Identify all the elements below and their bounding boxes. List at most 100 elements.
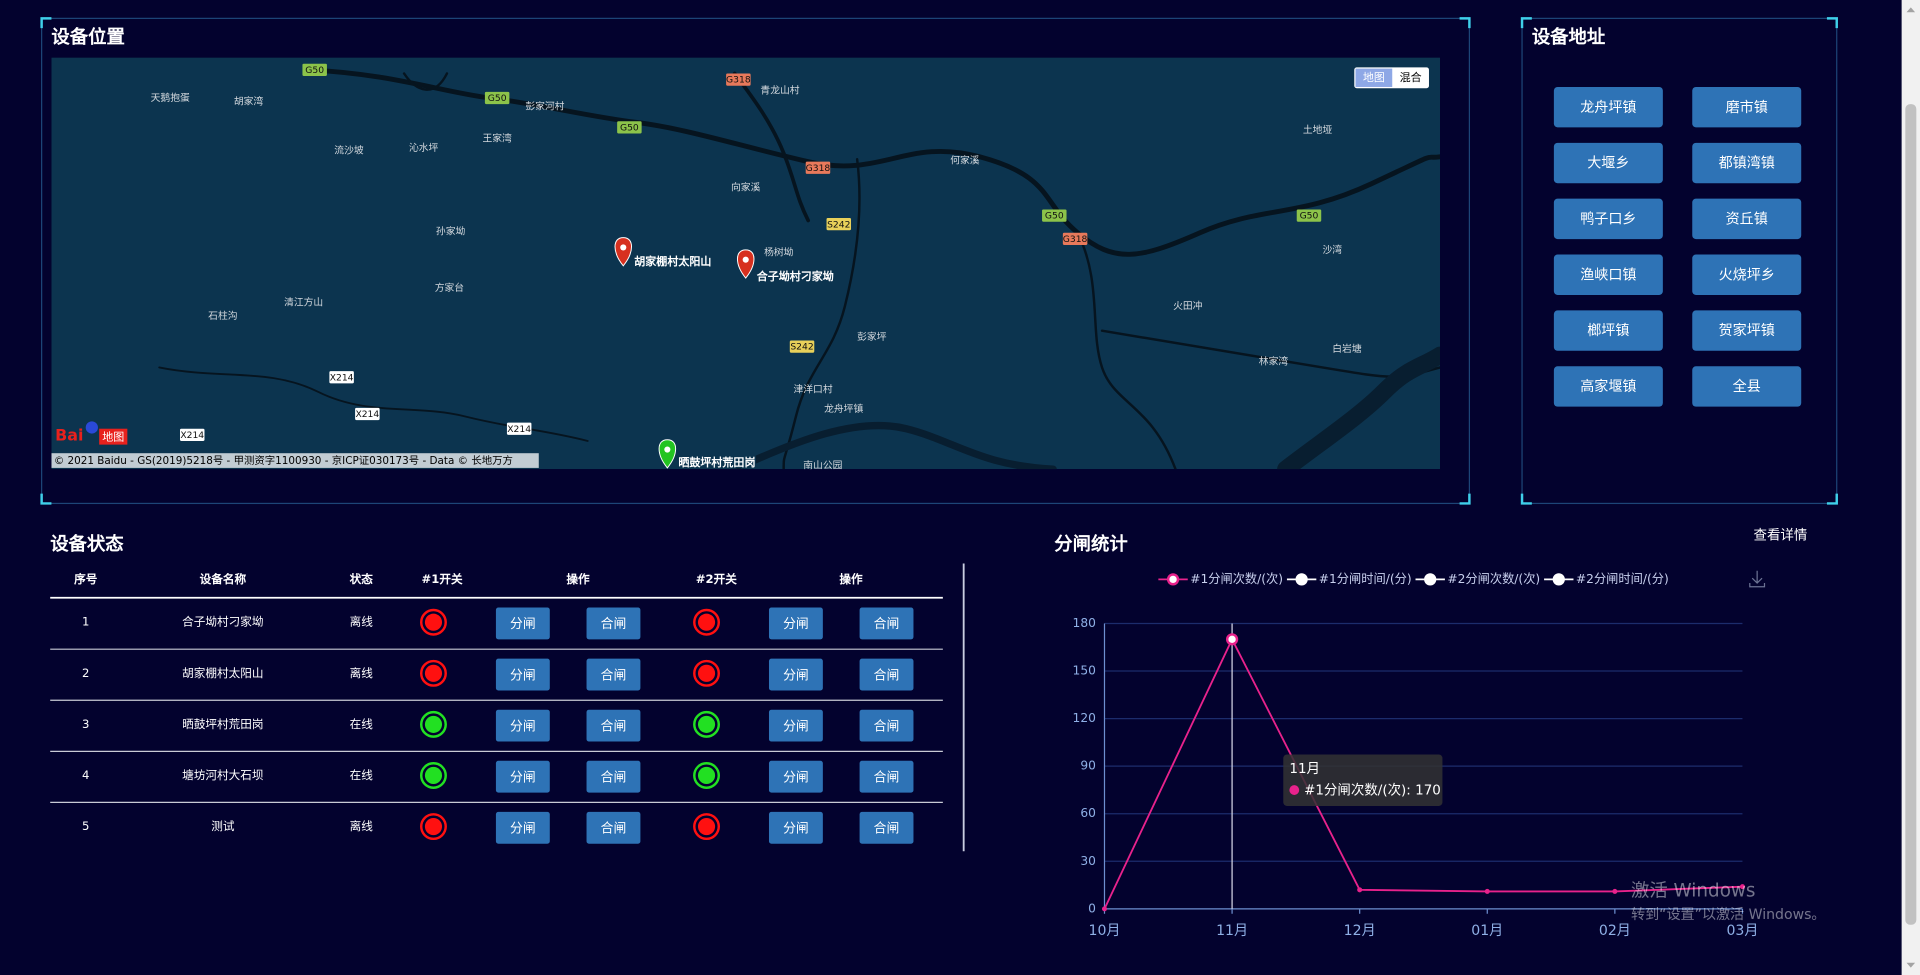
map-marker[interactable] [658, 439, 677, 469]
address-button-label[interactable]: 磨市镇 [1726, 99, 1768, 116]
switch-button-label[interactable]: 合闸 [874, 719, 900, 734]
scrollbar-thumb[interactable] [1905, 104, 1917, 925]
address-button-label[interactable]: 鸭子口乡 [1580, 211, 1636, 227]
switch-button-label[interactable]: 分闸 [783, 668, 809, 683]
switch-indicator [693, 710, 720, 738]
map-marker[interactable] [736, 249, 755, 279]
column-header: 序号 [74, 572, 98, 586]
series-point[interactable] [1739, 884, 1745, 890]
switch-button-label[interactable]: 合闸 [601, 770, 627, 785]
address-button[interactable] [1692, 86, 1802, 128]
series-point[interactable] [1484, 888, 1490, 894]
address-button[interactable] [1553, 310, 1663, 351]
address-button-label[interactable]: 榔坪镇 [1587, 323, 1629, 339]
switch-button-label[interactable]: 合闸 [874, 668, 900, 683]
switch-button-label[interactable]: 合闸 [601, 821, 627, 836]
switch-button[interactable] [495, 811, 550, 844]
switch-button-label[interactable]: 分闸 [783, 821, 809, 836]
switch-button[interactable] [495, 760, 550, 793]
road-shield-label: G50 [305, 65, 324, 76]
column-header: #2开关 [696, 572, 737, 586]
switch-button-label[interactable]: 分闸 [510, 821, 536, 836]
switch-button[interactable] [495, 607, 550, 640]
road-shield [506, 422, 532, 435]
legend-label[interactable]: #1分闸时间/(分) [1319, 572, 1412, 586]
address-button[interactable] [1692, 310, 1802, 351]
switch-button[interactable] [859, 607, 914, 640]
address-button[interactable] [1553, 142, 1663, 184]
address-button[interactable] [1692, 198, 1802, 240]
map-marker[interactable] [614, 237, 633, 267]
address-button-label[interactable]: 龙舟坪镇 [1580, 100, 1636, 116]
map-type-button[interactable]: 地图 [1363, 71, 1385, 84]
download-icon[interactable] [1749, 570, 1766, 588]
switch-button[interactable] [859, 760, 914, 793]
address-button-label[interactable]: 资丘镇 [1726, 211, 1768, 227]
switch-button-label[interactable]: 分闸 [510, 668, 536, 683]
switch-button-label[interactable]: 分闸 [783, 719, 809, 734]
watermark: 转到“设置”以激活 Windows。 [1631, 906, 1826, 923]
map-logo: Bai [55, 426, 83, 445]
detail-link[interactable]: 查看详情 [1753, 527, 1807, 543]
switch-button[interactable] [859, 658, 914, 691]
cell-status: 离线 [350, 615, 374, 629]
address-button-label[interactable]: 大堰乡 [1587, 156, 1629, 172]
switch-button[interactable] [859, 811, 914, 844]
address-button[interactable] [1692, 366, 1802, 407]
address-button-label[interactable]: 火烧坪乡 [1719, 267, 1775, 283]
switch-button[interactable] [586, 760, 641, 793]
address-button[interactable] [1553, 366, 1663, 407]
address-button[interactable] [1553, 198, 1663, 240]
switch-button[interactable] [586, 607, 641, 640]
address-button-label[interactable]: 都镇湾镇 [1719, 155, 1775, 172]
address-button-label[interactable]: 全县 [1733, 378, 1761, 395]
switch-button[interactable] [768, 811, 823, 844]
switch-button[interactable] [768, 760, 823, 793]
switch-button-label[interactable]: 分闸 [783, 770, 809, 785]
switch-button-label[interactable]: 分闸 [510, 770, 536, 785]
switch-button[interactable] [495, 709, 550, 742]
switch-button-label[interactable]: 合闸 [601, 617, 627, 632]
switch-button-label[interactable]: 合闸 [601, 719, 627, 734]
address-button-label[interactable]: 贺家坪镇 [1719, 322, 1775, 339]
switch-button-label[interactable]: 合闸 [601, 668, 627, 683]
series-point[interactable] [1357, 887, 1363, 893]
switch-button[interactable] [768, 709, 823, 742]
switch-button-label[interactable]: 分闸 [510, 617, 536, 632]
map-logo-box [99, 428, 128, 445]
address-button-label[interactable]: 渔峡口镇 [1580, 267, 1636, 283]
road-shield-label: G50 [488, 93, 507, 104]
map-place: 清江方山 [284, 296, 323, 309]
switch-button[interactable] [495, 658, 550, 691]
legend-label[interactable]: #2分闸次数/(次) [1447, 571, 1540, 586]
address-button[interactable] [1553, 86, 1663, 128]
address-button[interactable] [1692, 254, 1802, 295]
map-type-switch: 地图 混合 [1354, 67, 1429, 89]
switch-indicator-core [697, 817, 716, 836]
series-point[interactable] [1101, 906, 1108, 912]
map-place: 杨树坳 [764, 245, 794, 258]
switch-indicator [420, 761, 447, 789]
address-button-label[interactable]: 高家堰镇 [1580, 378, 1636, 395]
switch-button-label[interactable]: 分闸 [783, 617, 809, 632]
map-type-button[interactable]: 混合 [1400, 70, 1422, 84]
switch-button[interactable] [586, 709, 641, 742]
series-point[interactable] [1225, 633, 1239, 646]
address-button[interactable] [1692, 142, 1802, 184]
legend-label[interactable]: #2分闸时间/(分) [1576, 572, 1669, 586]
switch-button[interactable] [586, 658, 641, 691]
legend-label[interactable]: #1分闸次数/(次) [1190, 571, 1283, 586]
switch-button-label[interactable]: 分闸 [510, 719, 536, 734]
switch-button-label[interactable]: 合闸 [874, 617, 900, 632]
switch-button[interactable] [859, 709, 914, 742]
series-point[interactable] [1612, 888, 1618, 894]
switch-button[interactable] [768, 607, 823, 640]
map-place: 火田冲 [1173, 299, 1203, 312]
map-place: 孙家坳 [436, 225, 466, 238]
switch-button-label[interactable]: 合闸 [874, 770, 900, 785]
address-button[interactable] [1553, 254, 1663, 295]
switch-button[interactable] [768, 658, 823, 691]
switch-button[interactable] [586, 811, 641, 844]
switch-button-label[interactable]: 合闸 [874, 821, 900, 836]
